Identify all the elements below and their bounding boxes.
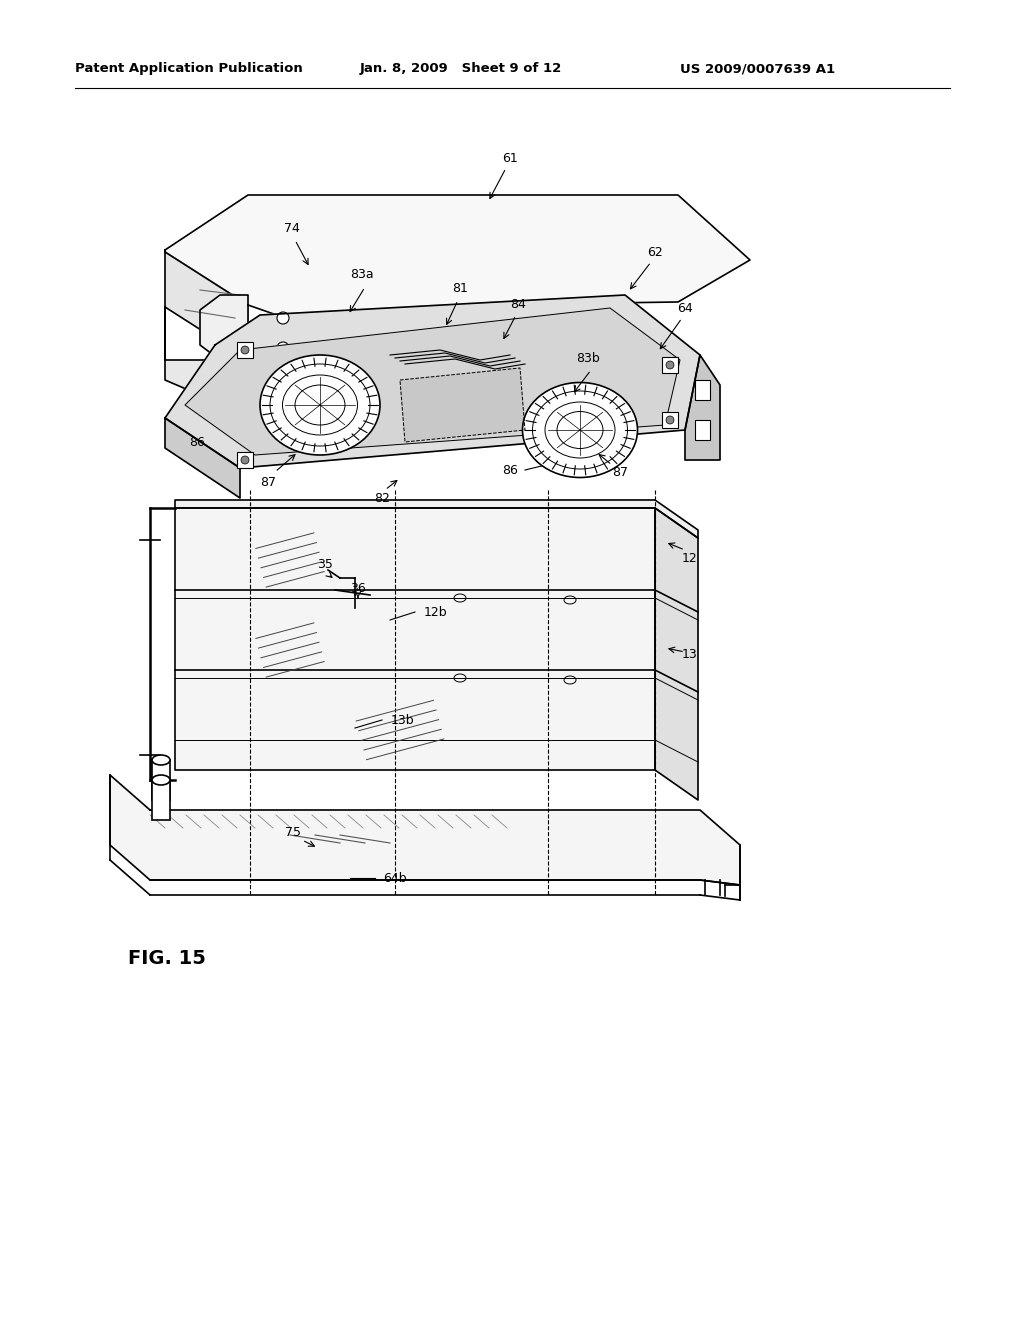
- Text: 74: 74: [284, 222, 300, 235]
- Ellipse shape: [260, 355, 380, 455]
- Text: 61: 61: [502, 152, 518, 165]
- Bar: [662, 356, 678, 374]
- Text: 13: 13: [682, 648, 698, 661]
- Text: FIG. 15: FIG. 15: [128, 949, 206, 968]
- Text: 64b: 64b: [383, 871, 407, 884]
- Text: 13b: 13b: [390, 714, 414, 726]
- Text: 86: 86: [189, 436, 205, 449]
- Text: 35: 35: [317, 558, 333, 572]
- Text: 83b: 83b: [577, 351, 600, 364]
- Text: 12b: 12b: [423, 606, 446, 619]
- Ellipse shape: [152, 755, 170, 766]
- Polygon shape: [165, 418, 240, 498]
- Polygon shape: [110, 775, 740, 884]
- Circle shape: [666, 416, 674, 424]
- Polygon shape: [165, 294, 700, 469]
- Ellipse shape: [522, 383, 638, 478]
- Text: 81: 81: [452, 281, 468, 294]
- Polygon shape: [165, 252, 248, 360]
- Text: 87: 87: [612, 466, 628, 479]
- Bar: [152, 760, 170, 800]
- Ellipse shape: [152, 775, 170, 785]
- Circle shape: [666, 360, 674, 370]
- Bar: [695, 420, 710, 440]
- Polygon shape: [400, 368, 525, 442]
- Text: 86: 86: [502, 463, 518, 477]
- Text: 82: 82: [374, 491, 390, 504]
- Bar: [237, 451, 253, 469]
- Text: 84: 84: [510, 297, 526, 310]
- Polygon shape: [655, 508, 698, 800]
- Circle shape: [278, 312, 289, 323]
- Polygon shape: [165, 308, 248, 395]
- Text: 12: 12: [682, 552, 698, 565]
- Text: 87: 87: [260, 475, 276, 488]
- Text: 64: 64: [677, 301, 693, 314]
- Text: Jan. 8, 2009   Sheet 9 of 12: Jan. 8, 2009 Sheet 9 of 12: [360, 62, 562, 75]
- Polygon shape: [185, 308, 680, 455]
- Bar: [152, 780, 170, 820]
- Circle shape: [241, 455, 249, 465]
- Bar: [237, 342, 253, 358]
- Text: 36: 36: [350, 582, 366, 594]
- Text: US 2009/0007639 A1: US 2009/0007639 A1: [680, 62, 836, 75]
- Polygon shape: [175, 508, 655, 770]
- Text: 83a: 83a: [350, 268, 374, 281]
- Text: 75: 75: [285, 825, 301, 838]
- Polygon shape: [685, 355, 720, 459]
- Text: 62: 62: [647, 246, 663, 259]
- Circle shape: [241, 346, 249, 354]
- Circle shape: [278, 342, 289, 354]
- Bar: [695, 380, 710, 400]
- Text: Patent Application Publication: Patent Application Publication: [75, 62, 303, 75]
- Polygon shape: [165, 195, 750, 342]
- Polygon shape: [200, 294, 248, 360]
- Bar: [662, 412, 678, 428]
- Polygon shape: [175, 500, 698, 539]
